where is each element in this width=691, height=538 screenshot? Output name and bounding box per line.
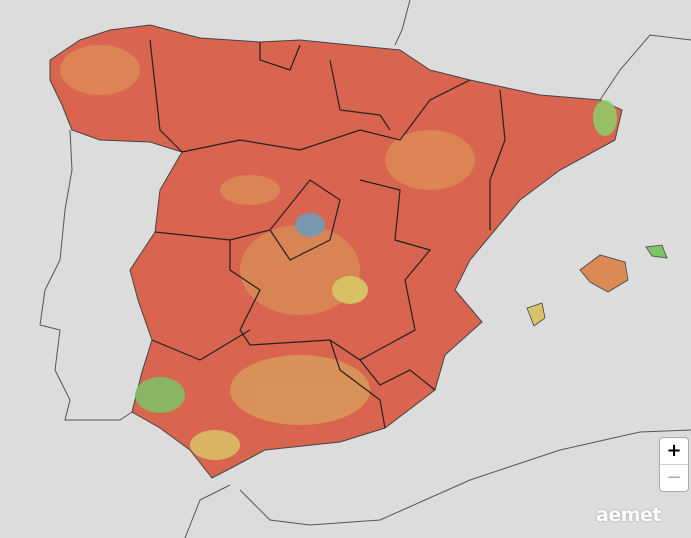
zoom-out-button[interactable]: − xyxy=(660,464,688,491)
border xyxy=(181,79,471,153)
patch xyxy=(190,430,240,460)
france-coast xyxy=(394,0,411,46)
zoom-control: + − xyxy=(659,437,689,492)
patch xyxy=(60,45,140,95)
border xyxy=(154,179,341,261)
patch xyxy=(220,175,280,205)
logo[interactable]: aemet xyxy=(596,504,661,526)
patch xyxy=(230,355,370,425)
mallorca xyxy=(579,254,629,293)
patch xyxy=(332,276,368,304)
portugal-border xyxy=(39,129,136,421)
balearic-islands xyxy=(526,244,668,327)
border xyxy=(489,89,506,230)
border xyxy=(149,39,183,153)
patch xyxy=(240,225,360,315)
border xyxy=(151,329,251,361)
border xyxy=(329,59,391,131)
region-borders xyxy=(149,39,506,429)
vegetation-patches xyxy=(60,45,617,460)
patch xyxy=(295,213,325,237)
patch xyxy=(385,130,475,190)
africa-coast xyxy=(184,429,691,538)
patch xyxy=(593,100,617,136)
france-south xyxy=(599,34,691,101)
border xyxy=(259,42,301,71)
country-borders xyxy=(39,0,691,538)
ibiza xyxy=(526,302,546,327)
zoom-in-button[interactable]: + xyxy=(666,440,682,461)
patch xyxy=(135,377,185,413)
border xyxy=(329,339,386,429)
menorca xyxy=(645,244,668,259)
border xyxy=(359,359,436,391)
